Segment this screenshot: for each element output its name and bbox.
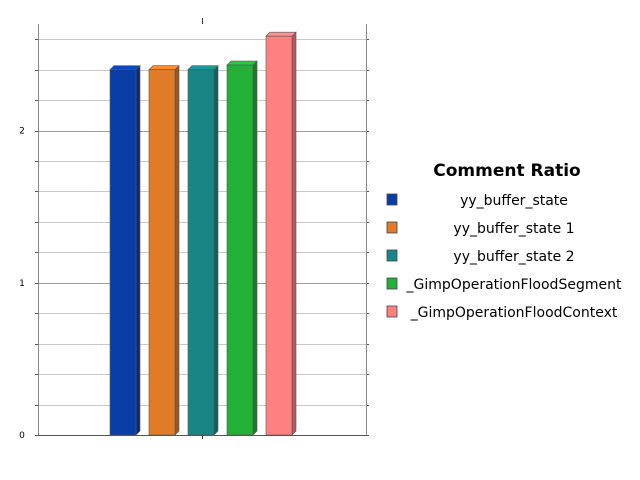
- legend-item: yy_buffer_state: [386, 193, 568, 209]
- bar: [187, 64, 219, 436]
- legend-label: yy_buffer_state: [460, 193, 568, 209]
- bar: [226, 60, 258, 436]
- bar: [109, 64, 141, 436]
- legend-items: yy_buffer_state yy_buffer_state 1 yy_buffe…: [386, 193, 622, 321]
- legend-swatch: [386, 249, 398, 262]
- legend-swatch: [386, 305, 398, 318]
- legend-item: yy_buffer_state 1: [386, 221, 575, 237]
- legend-swatch: [386, 277, 398, 290]
- y-tick-label: 1: [19, 279, 25, 289]
- legend-label: yy_buffer_state 2: [453, 249, 574, 265]
- bar: [148, 64, 180, 436]
- legend-item: _GimpOperationFloodContext: [386, 305, 618, 321]
- legend-label: _GimpOperationFloodSegment: [406, 277, 622, 293]
- legend-title: Comment Ratio: [433, 161, 580, 181]
- legend-label: yy_buffer_state 1: [453, 221, 574, 237]
- legend-label: _GimpOperationFloodContext: [410, 305, 618, 321]
- legend-item: yy_buffer_state 2: [386, 249, 575, 265]
- bars: [109, 31, 297, 436]
- bar: [265, 31, 297, 436]
- legend-swatch: [386, 221, 398, 234]
- legend: Comment Ratio yy_buffer_stateyy_buffer_s…: [386, 161, 622, 321]
- axes: [35, 18, 369, 439]
- y-tick-label: 2: [19, 127, 25, 137]
- y-tick-label: 0: [19, 431, 25, 441]
- legend-swatch: [386, 193, 398, 206]
- legend-item: _GimpOperationFloodSegment: [386, 277, 622, 293]
- y-tick-labels: 0 1 2: [19, 127, 25, 441]
